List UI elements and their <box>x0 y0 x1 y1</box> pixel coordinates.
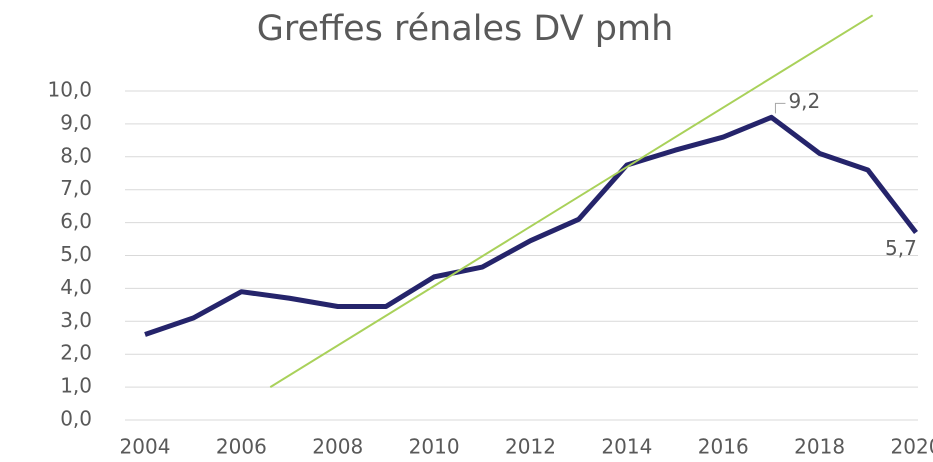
y-tick-label: 7,0 <box>60 176 92 200</box>
x-tick-label: 2016 <box>698 435 749 459</box>
y-tick-label: 1,0 <box>60 374 92 398</box>
x-tick-label: 2010 <box>409 435 460 459</box>
y-tick-label: 9,0 <box>60 110 92 134</box>
chart-title: Greffes rénales DV pmh <box>257 9 674 49</box>
y-tick-label: 10,0 <box>47 78 92 102</box>
data-line <box>144 114 918 337</box>
y-tick-label: 4,0 <box>60 275 92 299</box>
trend-line <box>269 14 874 388</box>
y-tick-label: 0,0 <box>60 407 92 431</box>
label-leader <box>774 102 786 114</box>
x-tick-label: 2020 <box>891 435 933 459</box>
data-label: 5,7 <box>885 236 917 260</box>
y-tick-label: 3,0 <box>60 308 92 332</box>
x-tick-label: 2018 <box>794 435 845 459</box>
x-tick-label: 2014 <box>601 435 652 459</box>
y-tick-label: 6,0 <box>60 209 92 233</box>
x-tick-label: 2008 <box>312 435 363 459</box>
x-tick-label: 2004 <box>120 435 171 459</box>
data-label: 9,2 <box>788 89 820 113</box>
y-tick-label: 5,0 <box>60 242 92 266</box>
x-tick-label: 2012 <box>505 435 556 459</box>
y-tick-label: 8,0 <box>60 143 92 167</box>
x-tick-label: 2006 <box>216 435 267 459</box>
y-tick-label: 2,0 <box>60 341 92 365</box>
